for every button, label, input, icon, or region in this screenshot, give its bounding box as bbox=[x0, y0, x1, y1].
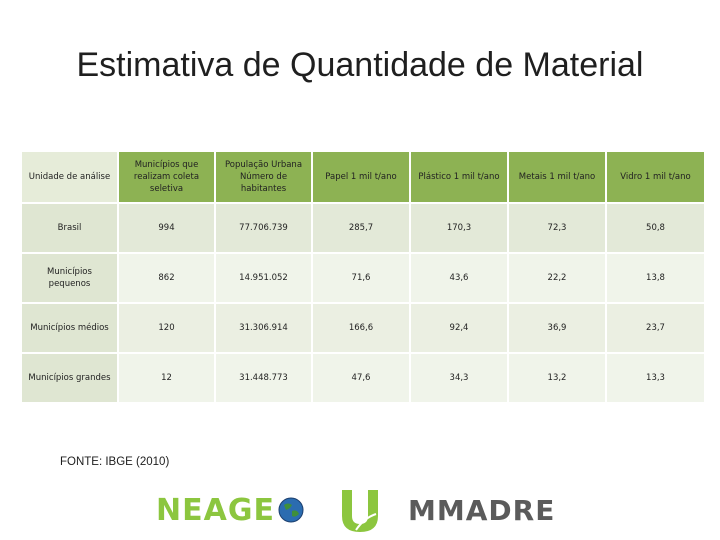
header-populacao: População Urbana Número de habitantes bbox=[214, 150, 313, 204]
table-cell: 285,7 bbox=[311, 202, 411, 254]
neage-logo: NEAGE bbox=[156, 490, 304, 530]
neage-wordmark: NEAGE bbox=[156, 492, 275, 528]
table-row: Municípios médios 120 31.306.914 166,6 9… bbox=[20, 302, 706, 354]
row-label: Municípios médios bbox=[20, 302, 119, 354]
table-row: Brasil 994 77.706.739 285,7 170,3 72,3 5… bbox=[20, 202, 706, 254]
header-plastico: Plástico 1 mil t/ano bbox=[409, 150, 509, 204]
table-cell: 994 bbox=[117, 202, 216, 254]
header-municipios-coleta: Municípios que realizam coleta seletiva bbox=[117, 150, 216, 204]
source-note: FONTE: IBGE (2010) bbox=[60, 456, 170, 468]
table-cell: 166,6 bbox=[311, 302, 411, 354]
row-label: Municípios pequenos bbox=[20, 252, 119, 304]
table-cell: 23,7 bbox=[605, 302, 706, 354]
table-cell: 13,2 bbox=[507, 352, 607, 404]
table-cell: 22,2 bbox=[507, 252, 607, 304]
row-label: Municípios grandes bbox=[20, 352, 119, 404]
header-metais: Metais 1 mil t/ano bbox=[507, 150, 607, 204]
u-logo-icon bbox=[338, 488, 382, 539]
header-vidro: Vidro 1 mil t/ano bbox=[605, 150, 706, 204]
table-cell: 14.951.052 bbox=[214, 252, 313, 304]
table-cell: 72,3 bbox=[507, 202, 607, 254]
table-row: Municípios pequenos 862 14.951.052 71,6 … bbox=[20, 252, 706, 304]
table-cell: 13,3 bbox=[605, 352, 706, 404]
slide-title: Estimativa de Quantidade de Material bbox=[76, 46, 644, 84]
table-cell: 862 bbox=[117, 252, 216, 304]
table-cell: 36,9 bbox=[507, 302, 607, 354]
header-unidade: Unidade de análise bbox=[20, 150, 119, 204]
table-cell: 47,6 bbox=[311, 352, 411, 404]
table-cell: 34,3 bbox=[409, 352, 509, 404]
table-cell: 77.706.739 bbox=[214, 202, 313, 254]
table-cell: 92,4 bbox=[409, 302, 509, 354]
mmadre-logo: MMADRE bbox=[408, 494, 556, 527]
table-cell: 31.306.914 bbox=[214, 302, 313, 354]
table-cell: 12 bbox=[117, 352, 216, 404]
table-header-row: Unidade de análise Municípios que realiz… bbox=[20, 150, 706, 204]
material-table: Unidade de análise Municípios que realiz… bbox=[20, 150, 706, 404]
table-row: Municípios grandes 12 31.448.773 47,6 34… bbox=[20, 352, 706, 404]
table-cell: 120 bbox=[117, 302, 216, 354]
table-cell: 43,6 bbox=[409, 252, 509, 304]
row-label: Brasil bbox=[20, 202, 119, 254]
table-cell: 13,8 bbox=[605, 252, 706, 304]
table-cell: 50,8 bbox=[605, 202, 706, 254]
table-cell: 170,3 bbox=[409, 202, 509, 254]
header-papel: Papel 1 mil t/ano bbox=[311, 150, 411, 204]
table-cell: 71,6 bbox=[311, 252, 411, 304]
table-cell: 31.448.773 bbox=[214, 352, 313, 404]
globe-icon bbox=[278, 497, 304, 523]
